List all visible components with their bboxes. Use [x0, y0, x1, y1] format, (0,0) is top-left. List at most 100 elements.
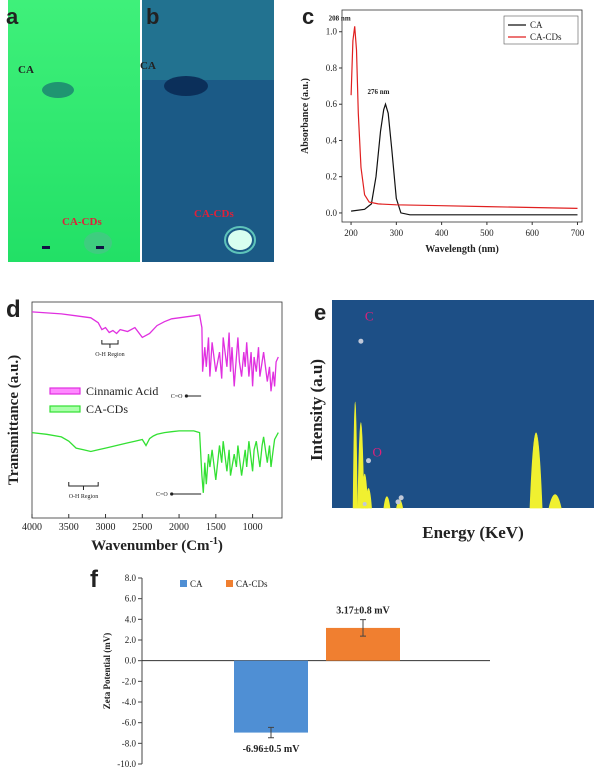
ftir-ylabel: Transmittance (a.u.): [6, 355, 22, 485]
uvvis-legend-label: CA-CDs: [530, 32, 562, 42]
uvvis-ylabel: Absorbance (a.u.): [300, 78, 311, 154]
uvvis-ytick-label: 0.0: [326, 208, 338, 218]
co-label: C=O: [171, 394, 183, 400]
uvvis-xlabel: Wavelength (nm): [425, 244, 499, 255]
uvvis-line-ca: [351, 102, 578, 216]
uvvis-xtick-label: 200: [344, 228, 358, 238]
uvvis-line-ca-cds: [350, 26, 578, 209]
panel-e-edx: C O Energy (KeV) Intensity (a.u) e: [302, 296, 600, 556]
zeta-chart: 8.0 6.0 4.0 2.0 0.0 -2.0 -4.0 -6.0 -8.0 -10.0 Zeta…: [102, 573, 490, 769]
ftir-xtick-label: 2500: [132, 522, 152, 533]
tlc-spot-cds-a: [84, 232, 112, 254]
edx-peak: [529, 432, 543, 509]
uvvis-peak-label: 276 nm: [367, 88, 389, 96]
uvvis-frame: [341, 9, 583, 223]
edx-peak: [352, 401, 358, 509]
panel-label-d: d: [6, 296, 21, 323]
zeta-ytick-label: 2.0: [125, 635, 137, 645]
edx-ylabel: Intensity (a.u): [307, 359, 326, 461]
ftir-xtick-label: 2000: [169, 522, 189, 533]
ftir-xtick-label: 4000: [22, 522, 42, 533]
ftir-xtick-label: 1500: [206, 522, 226, 533]
panel-label-a: a: [6, 4, 19, 29]
zeta-ytick-label: -2.0: [122, 676, 137, 686]
ftir-legend-swatch: [49, 387, 81, 395]
zeta-ytick-label: -10.0: [117, 759, 136, 769]
co-marker-dot: [170, 492, 174, 496]
tlc-plate-b: [142, 0, 274, 262]
uvvis-xtick-label: 600: [525, 228, 539, 238]
zeta-ytick-label: 4.0: [125, 614, 137, 624]
uvvis-legend-label: CA: [530, 20, 543, 30]
ftir-xtick-label: 3500: [59, 522, 79, 533]
ftir-frame: [31, 301, 283, 519]
zeta-legend-label: CA: [190, 579, 203, 589]
panel-d-ftir: 4000 3500 3000 2500 2000 1500 1000 Wavenumber (…: [0, 296, 300, 556]
panel-label-e: e: [314, 300, 327, 325]
panel-label-b: b: [146, 4, 160, 29]
ftir-xlabel-sup: -1: [210, 536, 218, 547]
ftir-xtick-label: 1000: [243, 522, 263, 533]
ftir-xlabel-text: Wavenumber (Cm: [91, 538, 210, 554]
uvvis-chart: 200 300 400 500 600 700 0.0 0.2 0.4 0.6 0.8 1.0 Wave…: [300, 9, 585, 255]
ftir-line-cinnamic-acid: [31, 311, 279, 392]
spot-label-cds-b: CA-CDs: [194, 208, 234, 220]
ftir-xlabel-end: ): [218, 538, 223, 554]
uvvis-ytick-label: 0.6: [326, 99, 338, 109]
edx-marker: [398, 495, 404, 501]
zeta-legend-label: CA-CDs: [236, 579, 268, 589]
zeta-ytick-label: 6.0: [125, 594, 137, 604]
zeta-bar-ca: [234, 660, 308, 733]
spot-label-ca-b: CA: [140, 60, 156, 72]
edx-peak: [548, 494, 562, 509]
zeta-error-bar: [268, 726, 274, 739]
uvvis-xtick-label: 400: [435, 228, 449, 238]
co-label: C=O: [156, 492, 168, 498]
spot-label-cds-a: CA-CDs: [62, 216, 102, 228]
edx-element-label-c: C: [365, 309, 374, 324]
panel-f-zeta: 8.0 6.0 4.0 2.0 0.0 -2.0 -4.0 -6.0 -8.0 -10.0 Zeta…: [90, 566, 510, 769]
zeta-ytick-label: 0.0: [125, 656, 137, 666]
zeta-ytick-label: -6.0: [122, 718, 137, 728]
tlc-spot-ca-b: [164, 76, 208, 96]
ftir-legend-label: CA-CDs: [86, 402, 128, 416]
oh-region-brace: [101, 340, 119, 348]
panel-c-uvvis: c 200 300 400 500 600 700 0.0 0.2 0.4 0.6 0.8 1.0 Wa…: [286, 0, 596, 262]
edx-peak: [383, 496, 391, 509]
edx-element-label-o: O: [373, 445, 382, 460]
ftir-legend-label: Cinnamic Acid: [86, 384, 158, 398]
panel-a-tlc: a CA CA-CDs: [6, 0, 140, 262]
edx-marker: [395, 499, 401, 505]
zeta-ylabel: Zeta Potential (mV): [102, 633, 112, 709]
ftir-chart: 4000 3500 3000 2500 2000 1500 1000 Wavenumber (…: [6, 301, 283, 554]
uvvis-xtick-label: 300: [390, 228, 404, 238]
tlc-spot-ca-a: [42, 82, 74, 98]
uvvis-xtick-label: 700: [571, 228, 585, 238]
edx-chart: C O Energy (KeV) Intensity (a.u): [307, 300, 594, 542]
edx-xlabel: Energy (KeV): [422, 523, 524, 542]
uvvis-ytick-label: 0.2: [326, 172, 337, 182]
panel-label-c: c: [302, 4, 315, 29]
edx-marker: [362, 502, 367, 506]
ftir-line-ca-cds: [31, 430, 279, 493]
zeta-ytick-label: -4.0: [122, 697, 137, 707]
zeta-ytick-label: 8.0: [125, 573, 137, 583]
uvvis-peak-label: 208 nm: [329, 14, 351, 22]
uvvis-legend: [503, 15, 579, 45]
uvvis-xtick-label: 500: [480, 228, 494, 238]
zeta-ytick-label: -8.0: [122, 738, 137, 748]
edx-marker-o: [366, 458, 372, 464]
panel-b-tlc: b CA CA-CDs: [140, 0, 274, 262]
zeta-legend-swatch: [226, 580, 233, 587]
edx-peak: [365, 488, 372, 509]
tlc-spot-cds-b: [228, 230, 252, 250]
spot-label-ca-a: CA: [18, 64, 34, 76]
edx-marker-c: [358, 338, 364, 344]
zeta-error-bar: [360, 619, 366, 637]
oh-region-label: O-H Region: [95, 352, 125, 358]
edx-plot-area: [332, 300, 594, 508]
ftir-xtick-label: 3000: [96, 522, 116, 533]
uvvis-ytick-label: 0.8: [326, 63, 338, 73]
zeta-data-label: 3.17±0.8 mV: [336, 606, 390, 617]
panel-label-f: f: [90, 566, 98, 593]
